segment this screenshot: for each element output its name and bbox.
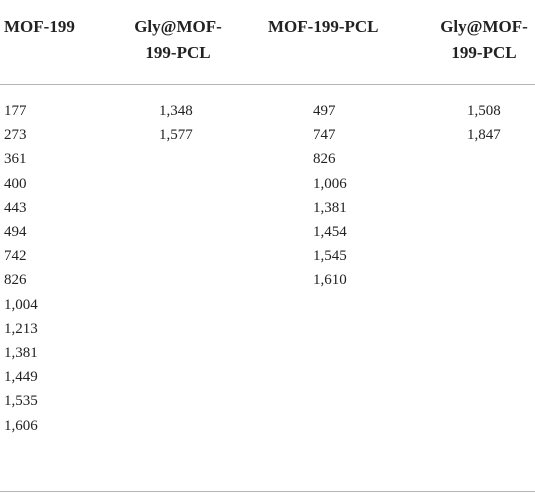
header-line: MOF-199 xyxy=(4,17,75,36)
table-cell: 1,004 xyxy=(4,296,38,313)
table-row: 494 1,454 xyxy=(0,220,535,244)
table-cell: 826 xyxy=(4,272,27,289)
table-cell: 443 xyxy=(4,199,27,216)
table-cell: 1,508 xyxy=(467,103,501,119)
table-header: MOF-199 Gly@MOF- 199-PCL MOF-199-PCL Gly… xyxy=(0,0,535,85)
table-cell: 494 xyxy=(4,224,27,240)
table-cell: 1,847 xyxy=(467,127,501,144)
table-cell: 1,006 xyxy=(313,175,347,192)
table-row: 826 1,610 xyxy=(0,268,535,292)
table-row: 1,449 xyxy=(0,365,535,389)
table-cell: 1,454 xyxy=(313,224,347,240)
table-row: 400 1,006 xyxy=(0,172,535,196)
header-gly-mof-199-pcl-2: Gly@MOF- 199-PCL xyxy=(437,14,531,66)
header-mof-199: MOF-199 xyxy=(4,14,75,40)
table-cell: 1,545 xyxy=(313,248,347,265)
header-gly-mof-199-pcl-1: Gly@MOF- 199-PCL xyxy=(127,14,229,66)
header-mof-199-pcl: MOF-199-PCL xyxy=(268,14,378,40)
table-row: 1,213 xyxy=(0,317,535,341)
table-cell: 361 xyxy=(4,151,27,168)
table-cell: 273 xyxy=(4,127,27,144)
table-cell: 826 xyxy=(313,151,336,168)
header-line: 199-PCL xyxy=(451,43,517,62)
table-row: 742 1,545 xyxy=(0,244,535,268)
table-cell: 1,610 xyxy=(313,272,347,289)
table-cell: 742 xyxy=(4,248,27,265)
table-row: 361 826 xyxy=(0,147,535,171)
table-cell: 1,213 xyxy=(4,320,38,337)
table-cell: 1,449 xyxy=(4,369,38,386)
table-row: 177 1,348 497 1,508 xyxy=(0,99,535,123)
table-cell: 1,577 xyxy=(159,127,193,144)
table-row: 443 1,381 xyxy=(0,196,535,220)
table-cell: 1,348 xyxy=(159,103,193,119)
table-row: 1,381 xyxy=(0,341,535,365)
table-cell: 400 xyxy=(4,175,27,192)
table-cell: 1,381 xyxy=(4,345,38,361)
table-row: 1,606 xyxy=(0,414,535,438)
table-cell: 1,381 xyxy=(313,199,347,216)
header-line: Gly@MOF- xyxy=(440,17,528,36)
table-cell: 177 xyxy=(4,103,27,119)
table-row: 1,535 xyxy=(0,389,535,413)
table-cell: 497 xyxy=(313,103,336,119)
table-body: 177 1,348 497 1,508 273 1,577 747 1,847 361 826 40… xyxy=(0,85,535,492)
header-line: Gly@MOF- xyxy=(134,17,222,36)
header-line: MOF-199-PCL xyxy=(268,17,379,36)
table-cell: 1,606 xyxy=(4,417,38,434)
table-row: 273 1,577 747 1,847 xyxy=(0,123,535,147)
table-cell: 747 xyxy=(313,127,336,144)
header-line: 199-PCL xyxy=(145,43,211,62)
table-row: 1,004 xyxy=(0,293,535,317)
table-cell: 1,535 xyxy=(4,393,38,410)
